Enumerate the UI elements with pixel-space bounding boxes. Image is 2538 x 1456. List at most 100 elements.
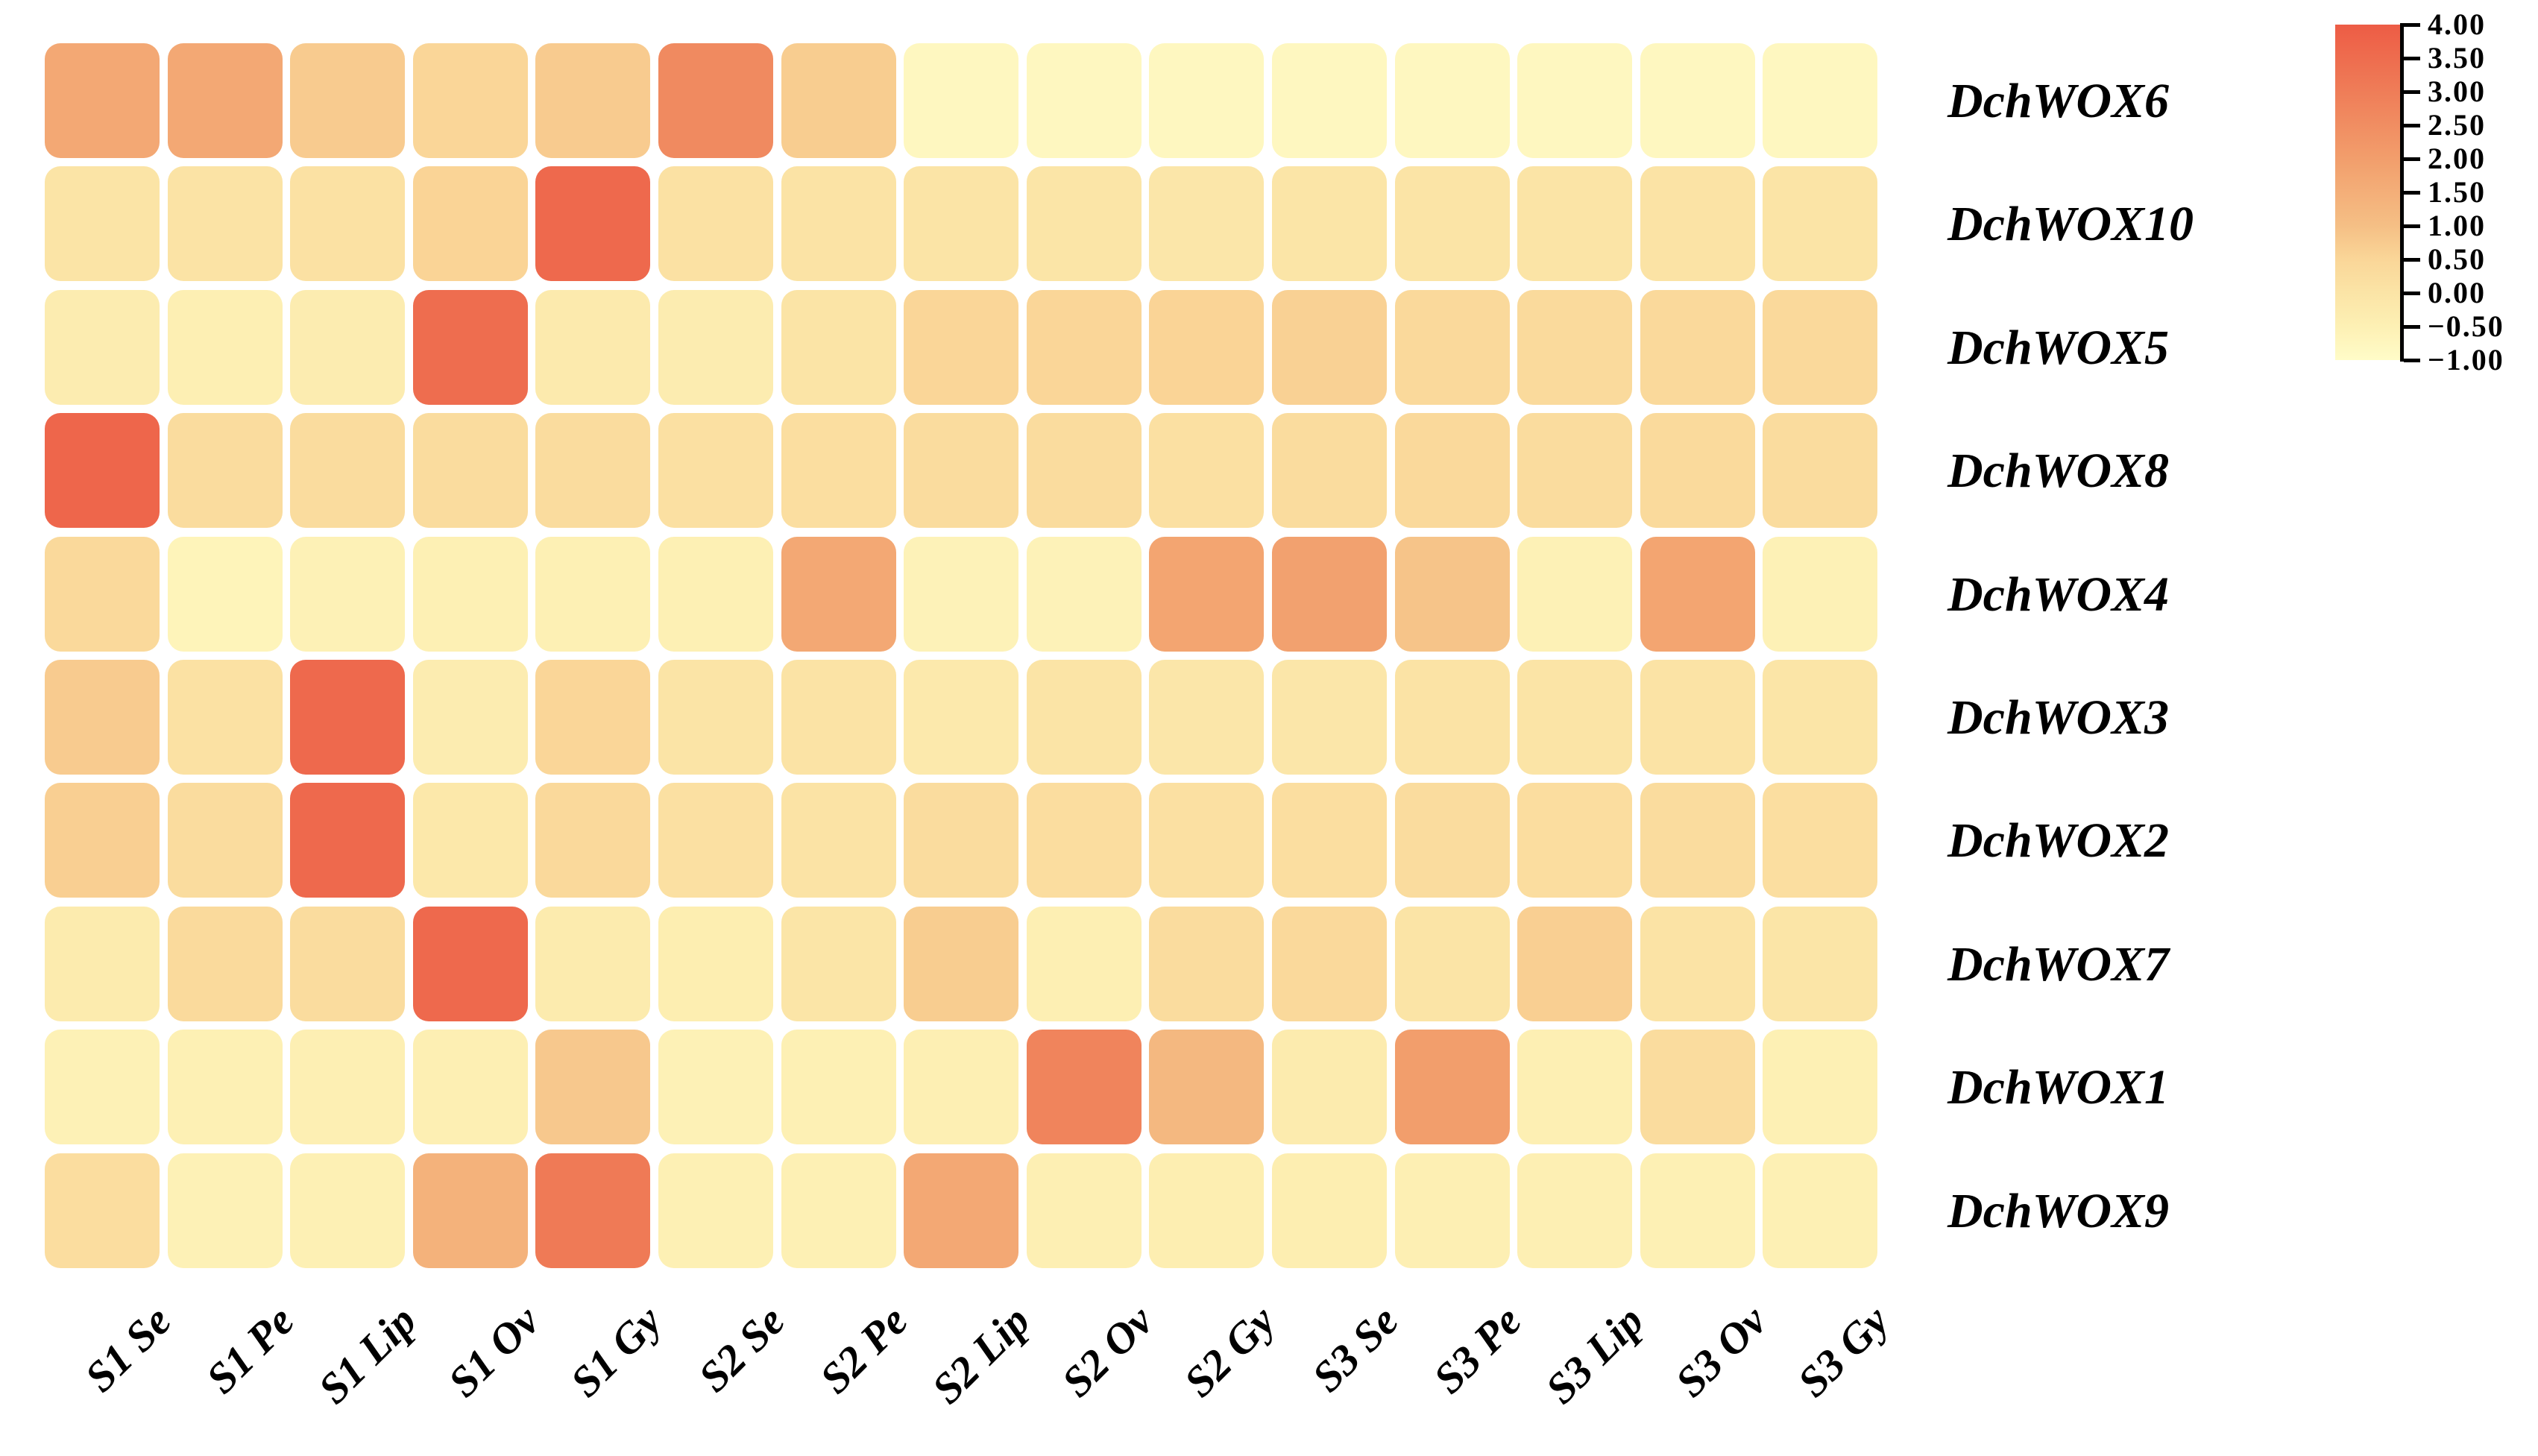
heatmap-cell [535, 413, 650, 528]
heatmap-cell [1517, 290, 1632, 405]
heatmap-cell [1517, 537, 1632, 652]
heatmap-cell [1640, 43, 1755, 158]
sample-label: S2 Gy [1174, 1296, 1285, 1407]
heatmap-cell [1517, 166, 1632, 281]
heatmap-cell [413, 1153, 528, 1268]
sample-label: S3 Pe [1423, 1296, 1531, 1403]
colorbar-tick [2404, 258, 2420, 262]
heatmap-cell [904, 290, 1018, 405]
sample-label: S3 Ov [1666, 1296, 1776, 1407]
colorbar-tick [2404, 224, 2420, 228]
heatmap-cell [1272, 907, 1387, 1021]
heatmap-cell [168, 1030, 283, 1144]
heatmap-cell [1272, 1153, 1387, 1268]
sample-label: S1 Lip [309, 1296, 426, 1414]
heatmap-cell [413, 1030, 528, 1144]
heatmap-cell [535, 660, 650, 775]
colorbar-tick [2404, 325, 2420, 329]
heatmap-cell [904, 537, 1018, 652]
heatmap-cell [535, 43, 650, 158]
colorbar-axis-line [2400, 23, 2404, 362]
heatmap-cell [413, 907, 528, 1021]
heatmap-cell [1149, 783, 1264, 898]
heatmap-cell [1640, 907, 1755, 1021]
sample-label: S2 Lip [922, 1296, 1039, 1414]
colorbar-tick-label: 1.00 [2428, 209, 2486, 242]
gene-label: DchWOX9 [1947, 1184, 2170, 1238]
heatmap-cell [1640, 660, 1755, 775]
heatmap-cell [413, 43, 528, 158]
heatmap-cell [1027, 907, 1142, 1021]
heatmap-cell [904, 660, 1018, 775]
heatmap-cell [290, 166, 405, 281]
heatmap-cell [1149, 660, 1264, 775]
heatmap-cell [1395, 1153, 1510, 1268]
heatmap-cell [535, 907, 650, 1021]
heatmap-cell [1272, 290, 1387, 405]
sample-label: S3 Lip [1536, 1296, 1653, 1414]
gene-label: DchWOX6 [1947, 74, 2170, 128]
heatmap-cell [168, 660, 283, 775]
heatmap-cell [658, 783, 773, 898]
heatmap-cell [1640, 1030, 1755, 1144]
heatmap-cell [1272, 537, 1387, 652]
heatmap-cell [1640, 290, 1755, 405]
heatmap-cell [1763, 166, 1877, 281]
heatmap-cell [1027, 1153, 1142, 1268]
colorbar-tick [2404, 90, 2420, 94]
colorbar-tick-label: 2.50 [2428, 108, 2486, 142]
heatmap-cell [45, 413, 160, 528]
heatmap-cell [413, 166, 528, 281]
heatmap-cell [904, 413, 1018, 528]
heatmap-cell [1517, 1030, 1632, 1144]
heatmap-cell [168, 43, 283, 158]
heatmap-cell [168, 537, 283, 652]
heatmap-cell [413, 537, 528, 652]
heatmap-cell [1149, 43, 1264, 158]
colorbar-tick-label: −1.00 [2428, 343, 2504, 376]
heatmap-cell [290, 413, 405, 528]
heatmap-cell [1517, 783, 1632, 898]
heatmap-cell [781, 907, 896, 1021]
colorbar-tick [2404, 124, 2420, 127]
heatmap-cell [413, 660, 528, 775]
heatmap-cell [781, 290, 896, 405]
heatmap-cell [1149, 1153, 1264, 1268]
heatmap-cell [535, 537, 650, 652]
heatmap-cell [781, 166, 896, 281]
heatmap-cell [658, 537, 773, 652]
heatmap-cell [1517, 907, 1632, 1021]
heatmap-cell [1517, 660, 1632, 775]
heatmap-cell [1640, 166, 1755, 281]
heatmap-cell [413, 290, 528, 405]
heatmap-cell [168, 166, 283, 281]
heatmap-cell [535, 290, 650, 405]
heatmap-cell [535, 783, 650, 898]
heatmap-cell [658, 1030, 773, 1144]
heatmap-grid [45, 43, 1886, 1278]
heatmap-cell [1640, 1153, 1755, 1268]
heatmap-cell [290, 43, 405, 158]
heatmap-cell [781, 1153, 896, 1268]
heatmap-cell [290, 660, 405, 775]
heatmap-cell [1395, 1030, 1510, 1144]
colorbar-tick [2404, 359, 2420, 362]
heatmap-cell [45, 290, 160, 405]
heatmap-cell [1027, 783, 1142, 898]
heatmap-cell [1395, 290, 1510, 405]
heatmap-cell [904, 907, 1018, 1021]
heatmap-cell [1517, 1153, 1632, 1268]
sample-label: S1 Ov [438, 1296, 549, 1407]
heatmap-cell [1395, 166, 1510, 281]
heatmap-cell [290, 907, 405, 1021]
heatmap-cell [781, 413, 896, 528]
heatmap-cell [1027, 413, 1142, 528]
heatmap-cell [168, 290, 283, 405]
heatmap-cell [290, 1153, 405, 1268]
heatmap-cell [1395, 783, 1510, 898]
heatmap-cell [1027, 537, 1142, 652]
heatmap-cell [45, 166, 160, 281]
heatmap-cell [1027, 166, 1142, 281]
heatmap-cell [1149, 413, 1264, 528]
